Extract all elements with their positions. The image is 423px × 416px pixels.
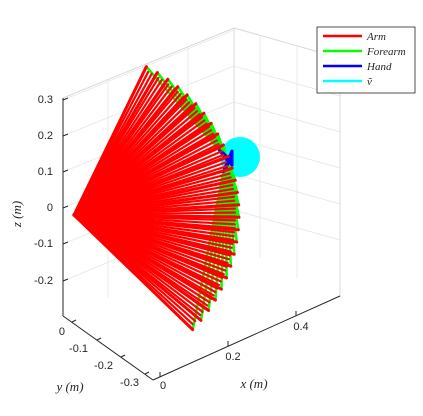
y-tick-label: -0.1 (69, 343, 88, 355)
grid-line (233, 209, 341, 241)
z-tick-label: -0.1 (34, 238, 53, 250)
grid-line (233, 101, 341, 133)
arm-segment (72, 69, 146, 217)
z-tick (62, 205, 69, 209)
z-tick (62, 97, 69, 101)
grid-line (233, 173, 341, 205)
legend-label-arm: Arm (366, 31, 386, 43)
z-tick-label: 0.2 (38, 130, 53, 142)
grid-line (62, 29, 235, 101)
ticks (62, 97, 297, 377)
z-tick-label: 0.3 (38, 94, 53, 106)
y-tick (120, 354, 126, 358)
y-tick (144, 371, 150, 375)
arm-series (72, 65, 241, 332)
y-tick (96, 337, 102, 341)
y-tick-label: -0.3 (120, 377, 139, 389)
z-axis-label: z (m) (9, 201, 24, 228)
y-tick (71, 319, 77, 323)
axes-front (62, 98, 341, 381)
x-tick-label: 0.4 (293, 321, 308, 333)
y-axis-label: y (m) (54, 379, 83, 394)
x-axis-label: x (m) (239, 376, 267, 391)
legend: Arm Forearm Hand ṽ (316, 26, 416, 94)
z-tick (62, 241, 69, 245)
legend-label-hand: Hand (366, 61, 392, 73)
x-tick-label: 0 (160, 380, 166, 392)
z-tick-label: 0 (47, 202, 53, 214)
grid (62, 29, 341, 298)
z-tick-label: -0.2 (34, 275, 53, 287)
y-axis-line (62, 315, 154, 381)
y-tick-label: -0.2 (94, 360, 113, 372)
y-tick-labels: 0 -0.1 -0.2 -0.3 (59, 326, 139, 389)
z-tick (62, 278, 69, 282)
x-tick-label: 0.2 (225, 351, 240, 363)
x-tick-labels: 0 0.2 0.4 (160, 321, 309, 392)
z-tick (62, 133, 69, 137)
z-tick-labels: 0.3 0.2 0.1 0 -0.1 -0.2 (34, 94, 53, 287)
legend-label-forearm: Forearm (366, 46, 406, 58)
z-tick-label: 0.1 (38, 166, 53, 178)
z-tick (62, 169, 69, 173)
back-edge (62, 27, 235, 99)
legend-label-v-tilde: ṽ (367, 76, 373, 88)
y-tick-label: 0 (59, 326, 65, 338)
x-axis-line (152, 295, 341, 381)
